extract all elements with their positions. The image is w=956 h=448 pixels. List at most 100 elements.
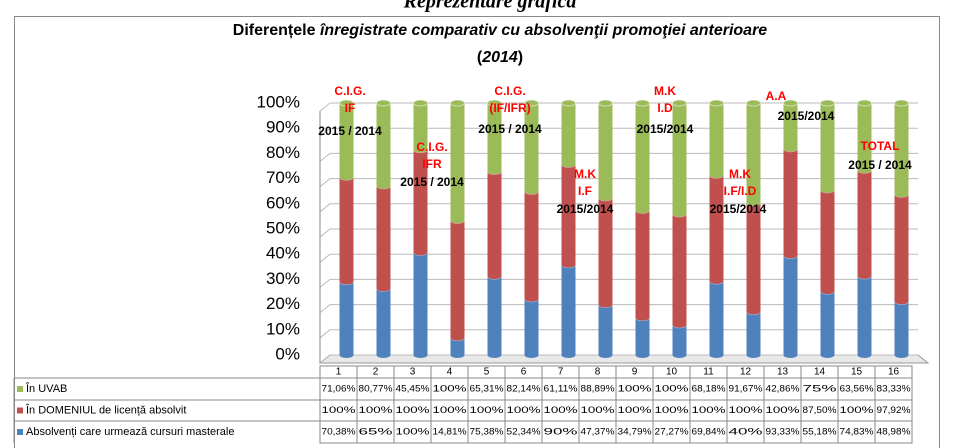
x-tick-label: 4	[447, 367, 453, 378]
table-value: 82,14%	[507, 383, 541, 393]
bar-top	[376, 99, 391, 107]
table-value: 63,56%	[840, 383, 874, 393]
table-value: 97,92%	[877, 405, 911, 415]
annotation: 2015/2014	[778, 109, 835, 123]
bar-segment	[487, 272, 502, 358]
bar-segment	[413, 99, 428, 153]
title-part: înregistrate comparativ cu absolvenţii p…	[320, 22, 767, 39]
bar-segment	[820, 99, 835, 193]
page-heading: Reprezentare grafică	[403, 0, 577, 13]
table-value: 55,18%	[803, 426, 837, 436]
bar-segment	[635, 314, 650, 358]
table-value: 100%	[544, 405, 578, 415]
bar-body	[524, 191, 539, 302]
annotation: IFR	[422, 157, 442, 171]
bar-segment	[450, 99, 465, 224]
bar-body	[561, 264, 576, 358]
table-value: 14,81%	[433, 426, 467, 436]
x-tick-label: 13	[777, 367, 789, 378]
y-tick-label: 80%	[266, 143, 300, 162]
bar-body	[894, 194, 909, 305]
chart-frame	[14, 16, 940, 448]
bar-segment	[635, 99, 650, 214]
table-value: 74,83%	[840, 426, 874, 436]
bar-body	[783, 148, 798, 259]
table-value: 68,18%	[692, 383, 726, 393]
table-value: 100%	[840, 405, 874, 415]
bar-body	[857, 103, 872, 174]
bar-body	[672, 213, 687, 328]
legend-label: În DOMENIUL de licență absolvit	[25, 403, 186, 416]
table-value: 93,33%	[766, 426, 800, 436]
bar-segment	[709, 99, 724, 179]
table-value: 100%	[729, 405, 763, 415]
chart-title: Diferențele înregistrate comparativ cu a…	[233, 22, 768, 39]
bar-body	[820, 189, 835, 295]
bar-segment	[339, 99, 354, 181]
bar-top	[413, 99, 428, 107]
bar-segment	[339, 278, 354, 358]
annotation: 2015 / 2014	[318, 124, 382, 138]
bar-body	[894, 103, 909, 198]
bar-segment	[746, 199, 761, 315]
bar-body	[376, 185, 391, 292]
bar-top	[894, 99, 909, 107]
table-value: 100%	[618, 405, 652, 415]
table-value: 100%	[359, 405, 393, 415]
bar-body	[376, 103, 391, 189]
bar-body	[339, 103, 354, 181]
annotation: M.K	[654, 84, 676, 98]
legend-label: În UVAB	[25, 382, 67, 395]
bar-body	[820, 291, 835, 358]
y-tick-label: 20%	[266, 294, 300, 313]
bar-segment	[746, 307, 761, 358]
table-value: 90%	[544, 426, 578, 436]
table-value: 83,33%	[877, 383, 911, 393]
bar-segment	[450, 216, 465, 341]
title-part: (	[477, 49, 483, 66]
y-tick-label: 40%	[266, 244, 300, 263]
bar-segment	[783, 145, 798, 259]
bar-segment	[672, 99, 687, 217]
annotation: TOTAL	[861, 139, 900, 153]
table-value: 100%	[396, 426, 430, 436]
bar-body	[413, 103, 428, 153]
table-value: 47,37%	[581, 426, 615, 436]
bar-top	[746, 99, 761, 107]
legend-swatch	[17, 407, 23, 414]
x-tick-label: 8	[595, 367, 601, 378]
bar-segment	[672, 210, 687, 328]
bar-top	[635, 99, 650, 107]
chart-title: (2014)	[477, 49, 523, 66]
bar-top	[857, 99, 872, 107]
legend-swatch	[17, 386, 23, 392]
bar-segment	[820, 287, 835, 358]
annotation: M.K	[574, 167, 596, 181]
x-tick-label: 6	[521, 367, 527, 378]
table-value: 100%	[692, 405, 726, 415]
bar-body	[487, 171, 502, 280]
y-tick-label: 50%	[266, 218, 300, 237]
annotation: I.F	[578, 184, 592, 198]
legend-swatch	[17, 429, 23, 435]
bar-body	[561, 103, 576, 168]
annotation: I.F/I.D	[724, 184, 757, 198]
bar-body	[857, 170, 872, 279]
bar-segment	[524, 187, 539, 302]
table-value: 71,06%	[322, 383, 356, 393]
table-value: 34,79%	[618, 426, 652, 436]
annotation: I.D	[657, 101, 673, 115]
table-value: 69,84%	[692, 426, 726, 436]
bar-segment	[376, 182, 391, 292]
table-value: 100%	[433, 383, 467, 393]
bar-segment	[524, 99, 539, 195]
bar-body	[524, 298, 539, 358]
bar-segment	[709, 277, 724, 358]
bar-body	[413, 149, 428, 256]
bar-top	[598, 99, 613, 107]
table-value: 61,11%	[544, 383, 578, 393]
table-value: 100%	[581, 405, 615, 415]
annotation: A.A	[766, 89, 787, 103]
bar-body	[450, 337, 465, 358]
